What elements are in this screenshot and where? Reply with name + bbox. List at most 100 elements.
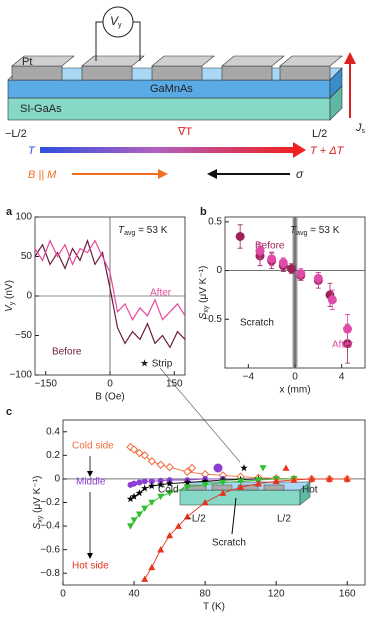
strip [221, 65, 273, 81]
gradient-arrow [40, 147, 295, 153]
label-subscript: avg [124, 230, 135, 237]
label-symbol: V [4, 304, 15, 312]
voltmeter-label: Vy [110, 14, 122, 29]
voltmeter [102, 6, 134, 38]
label-symbol: T [118, 225, 125, 236]
marker [325, 475, 333, 482]
marker [219, 479, 227, 486]
label-subscript: xy [37, 515, 44, 523]
x-tick-label: 0 [107, 379, 113, 390]
marker [140, 451, 149, 460]
label-rest: (μV K⁻¹) [198, 266, 209, 306]
marker [141, 575, 149, 582]
label-rest: = 53 K [307, 225, 339, 236]
marker [174, 522, 182, 529]
marker [235, 231, 245, 241]
marker [157, 481, 165, 488]
annotation: Scratch [212, 538, 246, 549]
marker [201, 477, 209, 485]
label-subscript: y [118, 22, 122, 29]
gamnas-side [329, 67, 343, 99]
marker [308, 475, 316, 482]
label-subscript: avg [296, 230, 307, 237]
arrow-head [207, 169, 217, 179]
marker [267, 254, 277, 264]
x-tick-label: 150 [166, 379, 183, 390]
strip [81, 65, 133, 81]
marker [148, 482, 156, 490]
marker [147, 457, 157, 466]
marker [296, 269, 306, 279]
gradient-label: ∇T [177, 126, 192, 138]
marker [165, 479, 174, 487]
x-tick-label: −4 [243, 372, 255, 383]
marker [219, 489, 227, 496]
y-axis-label: Vy (nV) [4, 280, 17, 312]
marker [327, 295, 337, 305]
right-end: L/2 [312, 128, 327, 140]
marker [201, 482, 209, 489]
hot-label: T + ΔT [310, 145, 345, 157]
label-rest: (nV) [4, 280, 15, 302]
inset-symbol [240, 464, 248, 472]
y-tick-label: 100 [15, 212, 32, 223]
y-tick-label: 0.2 [46, 450, 60, 461]
label-symbol: V [110, 14, 119, 28]
marker [343, 475, 351, 482]
marker [254, 480, 262, 487]
marker [135, 511, 143, 518]
marker [165, 462, 174, 472]
x-tick-label: 4 [339, 372, 345, 383]
device-schematic: Pt GaMnAs SI-GaAs −L/2 L/2 ∇T T T + ΔT B… [5, 6, 356, 181]
marker [157, 546, 165, 553]
arrow-head [293, 142, 306, 158]
inset-layer [179, 489, 301, 506]
y-tick-label: −0.8 [40, 568, 60, 579]
spin-current-label: Js [355, 122, 366, 135]
wire [95, 21, 141, 61]
marker [136, 479, 143, 486]
series-line [34, 238, 186, 349]
strip-top [11, 55, 75, 67]
marker [183, 467, 192, 477]
y-tick-label: −0.6 [40, 544, 60, 555]
label-subscript: s [362, 128, 366, 135]
inset-device [179, 463, 311, 506]
annotation: Hot side [72, 561, 109, 572]
marker [272, 477, 280, 485]
label-rest: (μV K⁻¹) [32, 476, 43, 516]
marker [127, 523, 135, 530]
marker [141, 478, 148, 485]
left-end: −L/2 [5, 128, 27, 140]
panel-label: b [200, 206, 207, 218]
x-tick-label: 0 [292, 372, 298, 383]
strip-pointer [159, 367, 241, 463]
marker [255, 246, 265, 256]
x-tick-label: 80 [200, 589, 212, 600]
series-label: After [332, 340, 354, 351]
marker [130, 517, 138, 524]
label-subscript: xy [203, 305, 210, 313]
annotation: Tavg = 53 K [290, 225, 340, 238]
panel: a −150 0 150 −100 −50 0 50 100 B (Oe) Before After [6, 206, 186, 403]
strip [11, 65, 63, 81]
arrow-head [158, 169, 168, 179]
panel-label: c [6, 406, 12, 418]
annotation: Middle [76, 477, 106, 488]
marker [201, 499, 209, 506]
panel-label: a [6, 206, 13, 218]
arrow-head [87, 553, 93, 559]
inset-symbol [259, 465, 267, 472]
marker [135, 489, 143, 497]
x-axis-label: T (K) [203, 602, 225, 613]
marker [131, 480, 138, 487]
x-tick-label: 160 [339, 589, 356, 600]
marker [290, 476, 298, 483]
marker [343, 324, 352, 334]
x-tick-label: 40 [128, 589, 140, 600]
annotation: Cold [158, 485, 179, 496]
marker [129, 445, 139, 454]
series-label: Before [255, 241, 285, 252]
marker [157, 493, 165, 501]
